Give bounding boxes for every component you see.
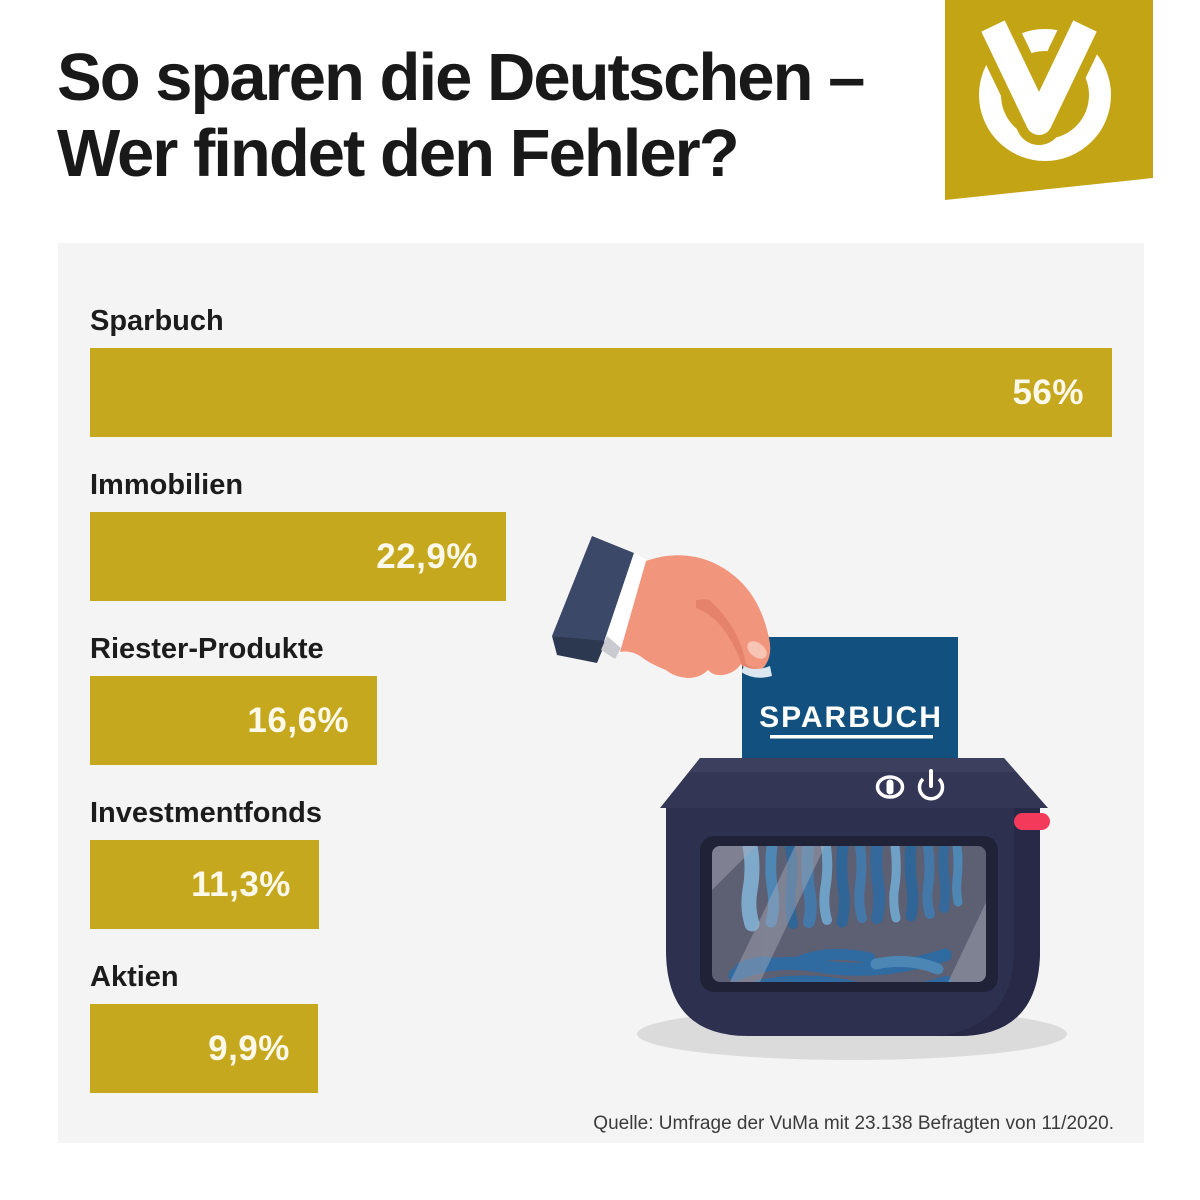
hand <box>620 555 771 678</box>
category-label: Immobilien <box>90 469 244 501</box>
shirt-cuff <box>604 553 647 653</box>
book-edge-highlight <box>741 666 772 678</box>
shred-pile <box>728 948 952 982</box>
bar-immobilien: 22,9% <box>90 512 506 601</box>
shredder-body-shade <box>936 806 1040 1036</box>
title-line-2: Wer findet den Fehler? <box>57 116 740 191</box>
page-title: So sparen die Deutschen – Wer findet den… <box>57 40 865 192</box>
bar-row: Riester-Produkte 16,6% <box>90 631 1112 765</box>
category-label: Aktien <box>90 961 179 993</box>
category-label: Sparbuch <box>90 305 224 337</box>
bar-value-label: 9,9% <box>208 1028 290 1068</box>
bar-value-label: 22,9% <box>376 536 478 576</box>
chart-panel: Sparbuch 56% Immobilien 22,9% Riester-Pr… <box>58 243 1144 1143</box>
bar-value-label: 56% <box>1012 372 1084 412</box>
shredded-strips <box>712 846 986 982</box>
bar-aktien: 9,9% <box>90 1004 318 1093</box>
source-note: Quelle: Umfrage der VuMa mit 23.138 Befr… <box>593 1113 1114 1134</box>
glass-reflections <box>712 846 986 982</box>
title-line-1: So sparen die Deutschen – <box>57 40 865 115</box>
shredder-window-glass <box>712 846 986 982</box>
standby-icon <box>875 775 905 799</box>
category-label: Investmentfonds <box>90 797 323 829</box>
power-icon <box>917 769 945 801</box>
suit-sleeve-shade <box>552 636 606 663</box>
book-title-underline <box>770 735 933 739</box>
bar-value-label: 11,3% <box>191 864 291 904</box>
bar-investmentfonds: 11,3% <box>90 840 319 929</box>
v-in-circle-icon <box>972 16 1111 161</box>
hand-with-sleeve <box>552 536 772 678</box>
suit-sleeve <box>552 536 634 642</box>
fingernail <box>747 641 767 659</box>
shredder-illustration: SPARBUCH <box>552 536 1067 1060</box>
shirt-cuff-shade <box>601 636 621 659</box>
power-switch <box>1014 813 1050 830</box>
bar-row: Sparbuch 56% <box>90 303 1112 437</box>
sparbuch-book: SPARBUCH <box>742 637 958 767</box>
bar-row: Aktien 9,9% <box>90 959 1112 1093</box>
shredder <box>666 806 1040 1036</box>
verivox-logo <box>945 0 1153 200</box>
bars: Sparbuch 56% Immobilien 22,9% Riester-Pr… <box>90 303 1112 1123</box>
shredder-lid <box>660 758 1050 830</box>
category-label: Riester-Produkte <box>90 633 324 665</box>
book-title: SPARBUCH <box>759 701 943 734</box>
bar-riester-produkte: 16,6% <box>90 676 378 765</box>
bar-row: Immobilien 22,9% <box>90 467 1112 601</box>
bar-sparbuch: 56% <box>90 348 1112 437</box>
bar-value-label: 16,6% <box>247 700 350 740</box>
bar-row: Investmentfonds 11,3% <box>90 795 1112 929</box>
